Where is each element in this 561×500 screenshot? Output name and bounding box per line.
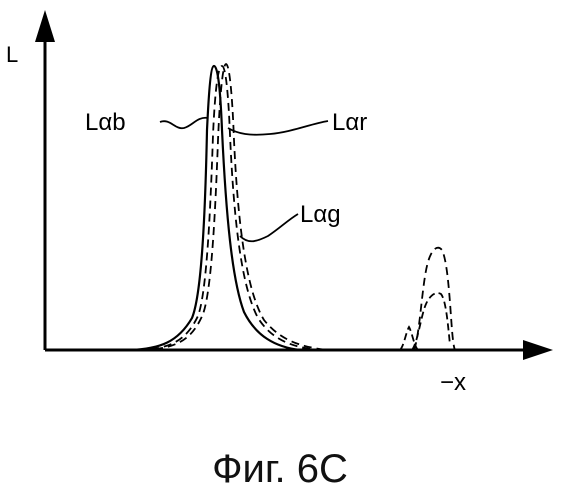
leader-line-lab bbox=[160, 118, 208, 128]
leader-line-lag bbox=[240, 214, 298, 241]
x-axis-label: −x bbox=[440, 369, 466, 396]
curve-label-lab: Lαb bbox=[85, 109, 126, 136]
figure-caption: Фиг. 6C bbox=[212, 447, 348, 491]
y-axis-label: L bbox=[6, 42, 18, 67]
x-axis-arrow-icon bbox=[523, 340, 553, 360]
curve-label-lag: Lαg bbox=[300, 201, 341, 228]
y-axis bbox=[35, 10, 55, 350]
curve-secondary-mid-peak bbox=[412, 293, 450, 350]
leader-line-lar bbox=[228, 121, 328, 135]
curve-label-lar: Lαr bbox=[332, 109, 367, 136]
y-axis-arrow-icon bbox=[35, 10, 55, 42]
